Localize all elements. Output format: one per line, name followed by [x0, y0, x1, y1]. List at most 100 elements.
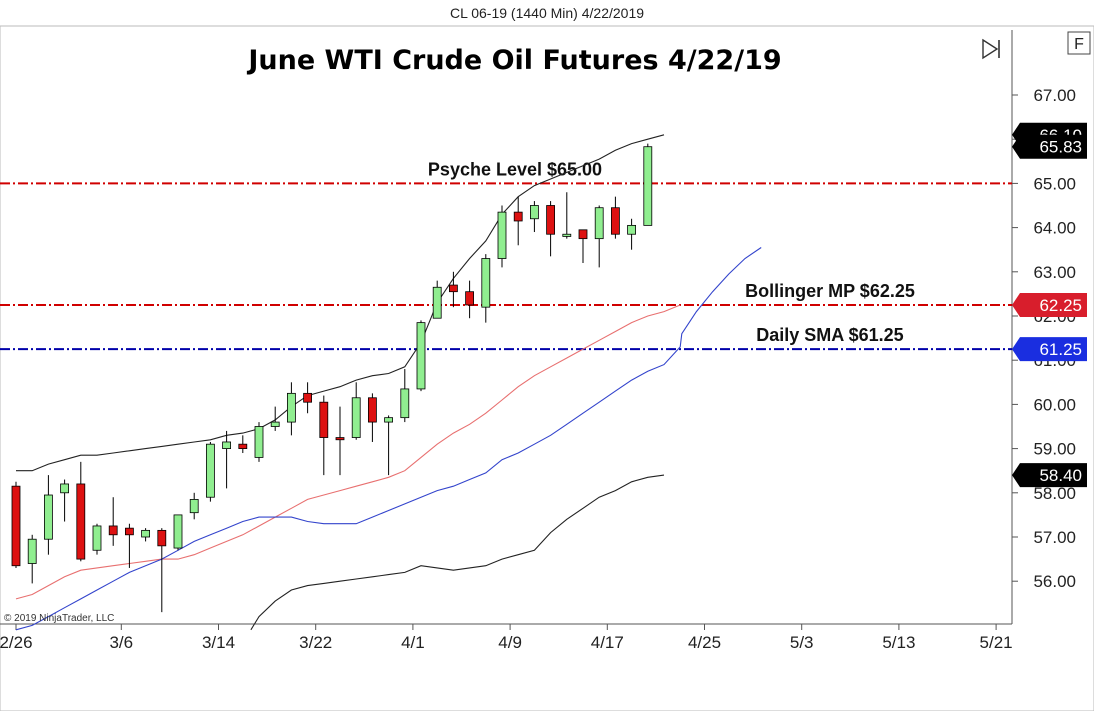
price-badge: 65.83	[1012, 134, 1087, 159]
y-tick-label: 59.00	[1033, 440, 1076, 459]
candle-body	[367, 397, 377, 423]
y-tick-label: 60.00	[1033, 395, 1076, 414]
candle-body	[44, 494, 53, 540]
line-upper-band	[16, 134, 665, 472]
candle-body	[270, 421, 280, 427]
level-label: Psyche Level $65.00	[428, 159, 602, 179]
price-badge-text: 61.25	[1039, 340, 1082, 359]
candle-body	[205, 443, 215, 498]
candle-body	[497, 211, 507, 259]
candle-body	[157, 529, 167, 547]
candle-body	[189, 499, 199, 514]
candle	[108, 497, 118, 546]
candle-body	[465, 291, 475, 306]
candle	[594, 205, 604, 268]
window-title: CL 06-19 (1440 Min) 4/22/2019	[449, 5, 645, 21]
level-label: Bollinger MP $62.25	[745, 281, 915, 301]
candle-body	[546, 205, 555, 235]
candle-body	[643, 146, 653, 226]
candle-body	[141, 529, 151, 538]
candle-body	[627, 224, 636, 235]
candle	[562, 192, 572, 239]
candle	[400, 369, 410, 423]
candle-body	[125, 527, 134, 536]
x-tick-label: 4/25	[688, 633, 721, 652]
candle	[465, 280, 475, 319]
horizontal-levels: Psyche Level $65.00 Bollinger MP $62.25 Da…	[0, 159, 1012, 351]
candle-body	[351, 397, 361, 438]
y-tick-label: 58.00	[1033, 484, 1076, 503]
candle	[205, 441, 215, 502]
candle	[481, 254, 491, 323]
candle	[222, 430, 232, 489]
candle	[303, 382, 313, 414]
candle-body	[416, 322, 426, 390]
candle	[530, 201, 539, 233]
price-badge: 58.40	[1012, 463, 1087, 488]
candle	[27, 534, 37, 584]
candle	[238, 435, 248, 454]
x-axis: 2/26 3/6 3/14 3/22 4/1 4/9 4/17 4/25 5/3 5/13 5/21	[0, 624, 1013, 652]
candle	[270, 406, 280, 431]
candle	[157, 528, 167, 613]
candle-body	[530, 205, 539, 220]
candle-body	[11, 485, 21, 567]
line-daily-sma	[15, 247, 762, 631]
candle-body	[60, 483, 69, 494]
price-badge-shape	[1012, 292, 1087, 317]
candle	[254, 422, 264, 462]
candle	[60, 479, 69, 522]
candle	[384, 415, 394, 476]
candle	[44, 475, 53, 555]
candle-body	[92, 525, 102, 551]
candle-body	[432, 286, 442, 319]
price-badge: 61.25	[1012, 337, 1087, 362]
candle	[643, 143, 653, 226]
price-badge-text: 58.40	[1039, 466, 1082, 485]
f-button-label[interactable]: F	[1074, 36, 1084, 53]
candle	[335, 406, 345, 476]
candle-body	[335, 437, 345, 441]
candle-body	[513, 211, 523, 222]
level-label: Daily SMA $61.25	[756, 325, 903, 345]
candle	[416, 320, 426, 392]
x-tick-label: 4/17	[591, 633, 624, 652]
candle	[432, 280, 442, 319]
candle-body	[481, 258, 491, 308]
candle-body	[173, 514, 183, 549]
candle-body	[254, 426, 264, 458]
x-tick-label: 3/22	[299, 633, 332, 652]
candle	[76, 461, 86, 562]
candle	[141, 528, 151, 542]
candle	[513, 196, 523, 246]
candle	[189, 492, 199, 520]
skip-to-end-icon[interactable]	[978, 36, 1004, 60]
candle	[125, 523, 134, 568]
x-tick-label: 4/1	[401, 633, 425, 652]
price-badge-shape	[1012, 337, 1087, 362]
y-tick-label: 67.00	[1033, 86, 1076, 105]
candle	[367, 393, 377, 442]
candle-body	[611, 207, 620, 235]
candle-body	[578, 229, 588, 240]
x-tick-label: 5/13	[882, 633, 915, 652]
candle	[448, 271, 458, 308]
f-button[interactable]: F	[1067, 31, 1091, 55]
candle-body	[303, 392, 313, 403]
candle-body	[76, 483, 86, 560]
candle	[11, 481, 21, 568]
candle-body	[448, 284, 458, 293]
candle	[497, 205, 507, 268]
candle-body	[27, 538, 37, 564]
candle	[627, 218, 636, 250]
candle-body	[319, 401, 329, 438]
x-tick-label: 3/6	[109, 633, 133, 652]
candle-body	[594, 207, 604, 240]
x-tick-label: 5/21	[980, 633, 1013, 652]
candle	[92, 523, 102, 555]
candle	[611, 196, 620, 239]
candle	[578, 229, 588, 263]
y-tick-label: 63.00	[1033, 263, 1076, 282]
